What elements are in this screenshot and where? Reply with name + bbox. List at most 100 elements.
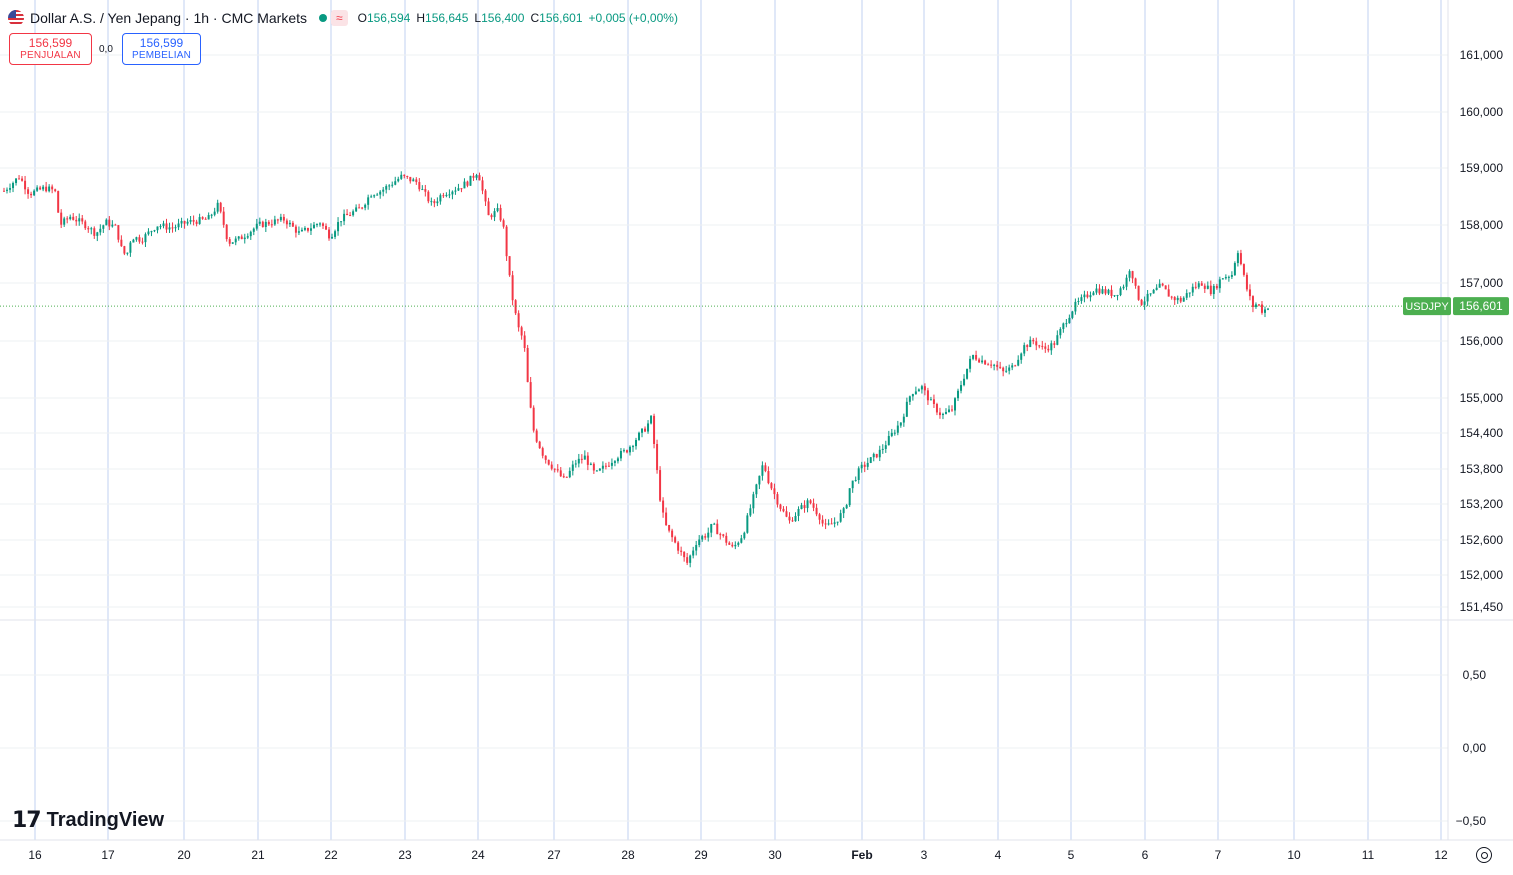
symbol-tag <box>1403 297 1451 316</box>
candle-body <box>770 483 773 489</box>
candle-body <box>1140 299 1143 305</box>
candle-body <box>451 191 454 195</box>
candle-body <box>201 217 204 219</box>
candle-body <box>677 542 680 551</box>
candle-body <box>331 236 334 239</box>
candle-body <box>1053 343 1056 345</box>
candle-body <box>896 425 899 433</box>
data-stream-icon[interactable]: ≈ <box>331 10 348 26</box>
candle-body <box>99 228 102 233</box>
candle-body <box>767 471 770 484</box>
candle-body <box>791 520 794 522</box>
candle-body <box>1029 339 1032 348</box>
candle-body <box>1047 348 1050 351</box>
candle-body <box>788 516 791 521</box>
candle-body <box>815 507 818 515</box>
candle-body <box>746 515 749 533</box>
candle-body <box>647 423 650 432</box>
candle-body <box>764 465 767 472</box>
candle-body <box>734 544 737 547</box>
candle-body <box>412 179 415 182</box>
candle-body <box>144 234 147 243</box>
candle-body <box>192 220 195 222</box>
time-tick-label: 3 <box>921 848 928 862</box>
candle-body <box>890 432 893 436</box>
candle-body <box>1059 329 1062 336</box>
candle-body <box>1071 311 1074 318</box>
buy-price: 156,599 <box>139 36 184 50</box>
candle-body <box>996 364 999 367</box>
candle-body <box>394 181 397 185</box>
candle-body <box>204 218 207 220</box>
candle-body <box>30 193 33 196</box>
candle-body <box>1267 308 1269 310</box>
candle-body <box>1239 253 1242 265</box>
candle-body <box>400 174 403 179</box>
candle-body <box>1008 367 1011 371</box>
price-tick-label: 160,000 <box>1460 105 1504 119</box>
candle-body <box>1179 297 1182 302</box>
candle-body <box>713 523 716 525</box>
time-tick-label: 28 <box>621 848 635 862</box>
candle-body <box>1257 304 1260 306</box>
price-tick-label: 152,600 <box>1460 533 1504 547</box>
settings-gear-icon[interactable] <box>1476 847 1492 863</box>
candle-body <box>565 476 568 478</box>
candle-body <box>51 186 54 190</box>
candle-body <box>1182 297 1185 302</box>
candle-body <box>1149 293 1152 295</box>
candle-body <box>1110 289 1113 296</box>
tradingview-logo[interactable]: 17 TradingView <box>12 808 164 833</box>
candle-body <box>1227 276 1230 278</box>
candle-body <box>872 453 875 458</box>
candle-body <box>141 241 144 243</box>
candle-body <box>824 523 827 525</box>
candle-body <box>752 494 755 509</box>
candle-body <box>1185 293 1188 298</box>
candle-body <box>884 445 887 449</box>
candle-body <box>698 539 701 546</box>
ohlc-low-label: L <box>474 11 482 25</box>
time-tick-label: 4 <box>995 848 1002 862</box>
candle-body <box>42 186 45 190</box>
candle-body <box>385 186 388 190</box>
candle-body <box>484 190 487 202</box>
candle-body <box>27 189 30 194</box>
candle-body <box>424 189 427 192</box>
candle-body <box>827 523 830 525</box>
candle-body <box>908 396 911 402</box>
ohlc-open-value: 156,594 <box>366 11 411 25</box>
candle-body <box>1188 292 1191 294</box>
buy-button[interactable]: 156,599 PEMBELIAN <box>122 33 201 65</box>
candle-body <box>198 217 201 224</box>
time-tick-label: 24 <box>471 848 485 862</box>
candle-body <box>403 174 406 177</box>
candle-body <box>171 227 174 229</box>
candle-body <box>1212 286 1215 295</box>
candle-body <box>427 191 430 202</box>
candle-body <box>740 538 743 543</box>
candle-body <box>1026 345 1029 348</box>
candle-body <box>159 226 162 228</box>
candle-body <box>337 222 340 232</box>
sell-button[interactable]: 156,599 PENJUALAN <box>9 33 92 65</box>
candle-body <box>635 440 637 447</box>
candle-body <box>388 185 391 187</box>
time-tick-label: 17 <box>101 848 115 862</box>
candle-body <box>1098 288 1101 294</box>
candle-body <box>932 399 935 405</box>
candle-body <box>36 187 39 191</box>
candle-body <box>279 216 282 221</box>
candle-body <box>1080 297 1083 301</box>
symbol-title[interactable]: Dollar A.S. / Yen Jepang · 1h · CMC Mark… <box>30 10 308 26</box>
candle-body <box>334 231 337 237</box>
candle-body <box>373 195 376 197</box>
candle-body <box>1011 365 1014 368</box>
candle-body <box>33 190 36 196</box>
candle-body <box>899 422 902 426</box>
time-tick-label: 6 <box>1142 848 1149 862</box>
candle-body <box>638 432 641 441</box>
candle-body <box>743 532 746 539</box>
candle-body <box>1242 264 1245 275</box>
